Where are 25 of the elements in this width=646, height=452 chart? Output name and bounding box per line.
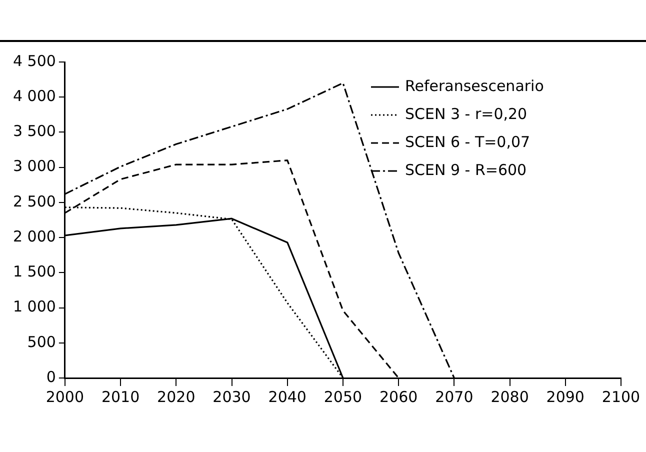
x-tick-label: 2020 <box>157 388 196 406</box>
x-tick-label: 2030 <box>212 388 251 406</box>
x-tick-label: 2100 <box>602 388 640 406</box>
y-tick-label: 4 500 <box>12 52 56 70</box>
y-tick-label: 3 500 <box>12 122 56 140</box>
y-tick-label: 500 <box>27 332 56 351</box>
y-tick-label: 4 000 <box>12 87 56 105</box>
legend-label: SCEN 9 - R=600 <box>405 160 527 179</box>
legend-label: SCEN 6 - T=0,07 <box>405 132 530 151</box>
x-tick-label: 2040 <box>268 388 306 406</box>
y-tick-label: 2 500 <box>12 192 56 210</box>
y-tick-label: 2 000 <box>12 227 56 246</box>
x-tick-label: 2070 <box>435 388 474 406</box>
y-tick-label: 3 000 <box>12 157 56 176</box>
y-tick-label: 0 <box>46 368 56 386</box>
x-tick-label: 2050 <box>324 388 362 406</box>
legend-label: Referansescenario <box>405 76 544 95</box>
y-tick-label: 1 500 <box>12 262 56 281</box>
legend-label: SCEN 3 - r=0,20 <box>405 104 528 123</box>
x-tick-label: 2080 <box>490 388 529 406</box>
x-tick-label: 2000 <box>46 388 84 406</box>
x-tick-label: 2060 <box>379 388 418 406</box>
x-tick-label: 2010 <box>101 388 140 406</box>
y-tick-label: 1 000 <box>12 298 56 316</box>
x-tick-label: 2090 <box>546 388 584 406</box>
